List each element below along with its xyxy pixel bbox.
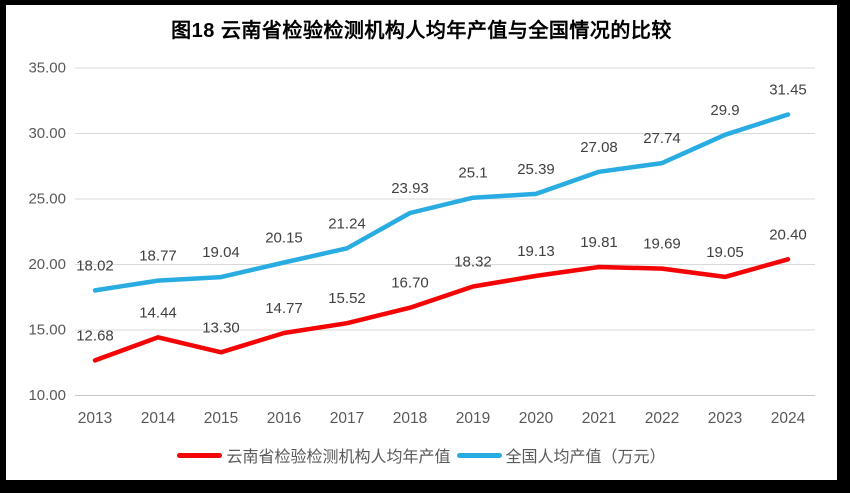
red-series-marker-icon (177, 452, 223, 458)
legend-item-national: 全国人均产值（万元） (456, 443, 666, 467)
y-axis-tick-label: 20.00 (28, 256, 66, 273)
data-label-national: 27.08 (580, 139, 618, 156)
data-label-yunnan: 19.81 (580, 234, 618, 251)
x-axis-tick-label: 2023 (708, 410, 742, 427)
data-label-yunnan: 18.32 (454, 254, 492, 271)
x-axis-tick-label: 2021 (582, 410, 616, 427)
data-label-national: 23.93 (391, 180, 429, 197)
y-axis-tick-label: 25.00 (28, 191, 66, 208)
data-label-national: 25.39 (517, 161, 555, 178)
legend-label-national: 全国人均产值（万元） (505, 449, 666, 466)
data-label-national: 21.24 (328, 215, 366, 232)
y-axis-tick-label: 10.00 (28, 387, 66, 404)
x-axis-tick-label: 2018 (393, 410, 427, 427)
series-line-national (92, 112, 791, 293)
data-label-yunnan: 19.69 (643, 236, 681, 253)
legend: 云南省检验检测机构人均年产值 全国人均产值（万元） (6, 443, 837, 467)
data-label-yunnan: 16.70 (391, 275, 429, 292)
x-axis-tick-label: 2024 (771, 410, 806, 427)
data-label-national: 20.15 (265, 230, 303, 247)
data-label-national: 19.04 (202, 244, 240, 261)
data-label-national: 27.74 (643, 130, 681, 147)
series-line-yunnan (92, 257, 791, 363)
x-axis-tick-label: 2020 (519, 410, 554, 427)
x-axis-tick-label: 2016 (267, 410, 301, 427)
x-axis-tick-label: 2019 (456, 410, 490, 427)
chart-title: 图18 云南省检验检测机构人均年产值与全国情况的比较 (171, 20, 672, 42)
x-axis-tick-label: 2022 (645, 410, 679, 427)
data-label-yunnan: 14.77 (265, 300, 303, 317)
data-label-yunnan: 19.13 (517, 243, 555, 260)
data-label-yunnan: 15.52 (328, 290, 366, 307)
y-axis-tick-label: 30.00 (28, 125, 66, 142)
data-label-yunnan: 20.40 (769, 226, 807, 243)
blue-series-marker-icon (456, 452, 502, 458)
data-label-yunnan: 12.68 (76, 327, 114, 344)
y-axis-tick-label: 35.00 (28, 60, 66, 77)
data-label-yunnan: 19.05 (706, 244, 744, 261)
x-axis-tick-label: 2017 (330, 410, 364, 427)
data-label-national: 18.02 (76, 257, 114, 274)
y-axis-tick-label: 15.00 (28, 322, 66, 339)
data-label-national: 29.9 (710, 102, 739, 119)
x-axis-tick-label: 2013 (78, 410, 112, 427)
x-axis-tick-label: 2015 (204, 410, 238, 427)
data-label-yunnan: 14.44 (139, 304, 177, 321)
legend-label-yunnan: 云南省检验检测机构人均年产值 (226, 449, 451, 466)
data-label-national: 31.45 (769, 82, 807, 99)
x-axis-tick-label: 2014 (141, 410, 176, 427)
data-label-yunnan: 13.30 (202, 319, 240, 336)
data-label-national: 25.1 (458, 165, 487, 182)
data-label-national: 18.77 (139, 248, 177, 265)
legend-item-yunnan: 云南省检验检测机构人均年产值 (177, 443, 451, 467)
